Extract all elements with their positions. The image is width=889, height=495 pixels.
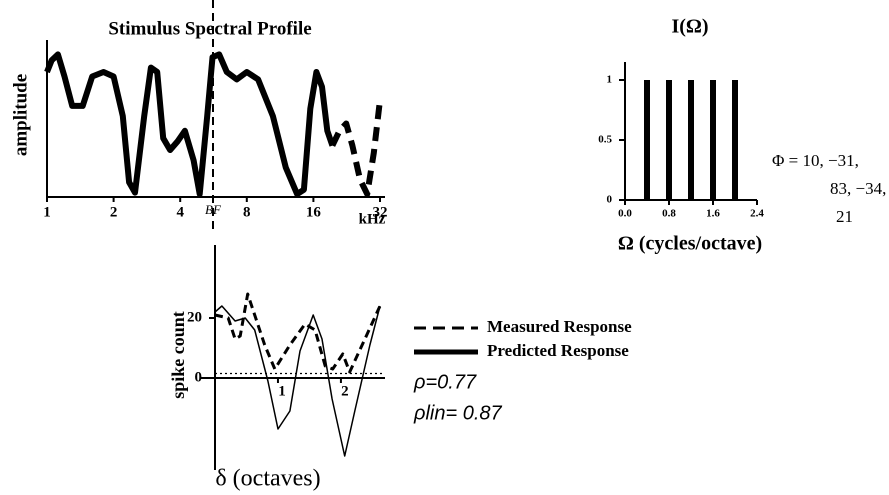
bf-label: BF (205, 202, 222, 217)
x-tick-label: 0.0 (618, 208, 632, 220)
x-tick-label: 16 (306, 204, 322, 220)
y-tick-label: 0 (195, 369, 203, 385)
y-tick-label: 1 (607, 74, 613, 86)
series-line (214, 292, 382, 374)
bar (710, 80, 716, 200)
legend-label: Predicted Response (487, 341, 629, 360)
bar (732, 80, 738, 200)
series-line (214, 305, 381, 457)
y-axis-label: amplitude (10, 74, 31, 156)
x-tick-label: 2 (110, 204, 118, 220)
series-line (329, 99, 383, 198)
y-tick-label: 0.5 (598, 134, 612, 146)
x-tick-label: 32 (373, 204, 388, 220)
phase-annotation: Φ = 10, −31, (772, 151, 859, 170)
x-axis-label: δ (octaves) (215, 466, 320, 492)
panel-title: I(Ω) (671, 16, 708, 38)
y-tick-label: 0 (607, 194, 613, 206)
x-tick-label: 1 (278, 383, 286, 399)
legend-label: Measured Response (487, 317, 632, 336)
x-tick-label: 1 (43, 204, 51, 220)
x-axis-label: Ω (cycles/octave) (618, 233, 762, 255)
phase-annotation: 83, −34, (830, 179, 886, 198)
x-axis-unit: kHz (359, 211, 386, 227)
rho-annotation: ρ=0.77 (413, 371, 477, 393)
y-axis-label: spike count (168, 311, 188, 399)
x-tick-label: 1.6 (706, 208, 720, 220)
bar (666, 80, 672, 200)
x-tick-label: 8 (243, 204, 251, 220)
series-line (44, 51, 336, 198)
x-tick-label: 2.4 (750, 208, 764, 220)
x-tick-label: 4 (176, 204, 184, 220)
rho-annotation: ρlin= 0.87 (413, 402, 503, 424)
x-tick-label: 2 (341, 383, 349, 399)
y-tick-label: 20 (187, 309, 202, 325)
bar (688, 80, 694, 200)
panel-title: Stimulus Spectral Profile (108, 18, 311, 39)
bar (644, 80, 650, 200)
x-tick-label: 0.8 (662, 208, 676, 220)
phase-annotation: 21 (836, 207, 853, 226)
